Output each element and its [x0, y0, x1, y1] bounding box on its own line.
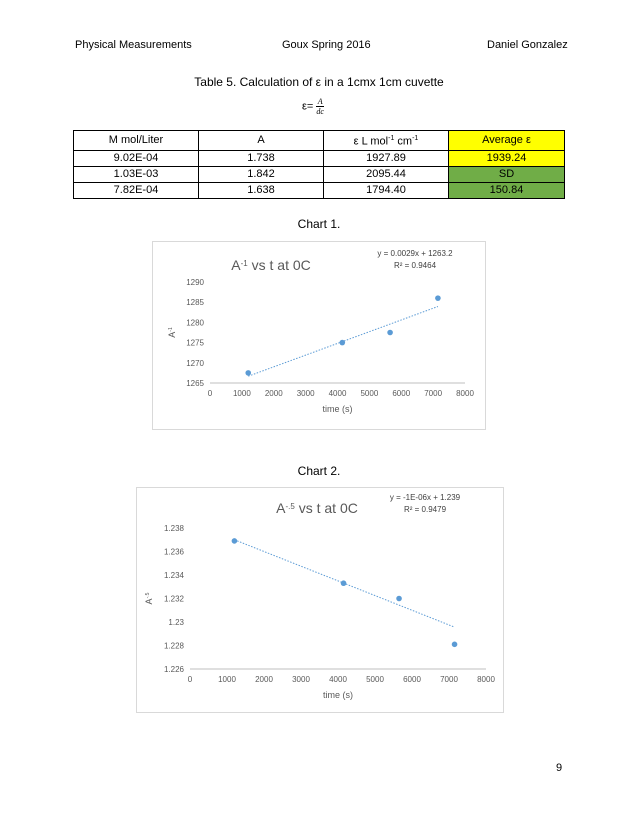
y-tick-label: 1.236 — [164, 548, 185, 557]
col-header-absorbance: A — [198, 130, 324, 151]
y-tick-label: 1.23 — [168, 618, 184, 627]
table-cell: 1.738 — [198, 149, 324, 167]
data-point — [451, 641, 458, 648]
y-axis-label: A-1 — [167, 327, 177, 338]
y-tick-label: 1275 — [186, 339, 204, 348]
x-tick-label: 4000 — [329, 675, 347, 684]
formula-denominator: dc — [316, 107, 324, 116]
chart2-plot: 1.226 1.228 1.23 1.232 1.234 1.236 1.238 0 1000 2… — [144, 493, 495, 700]
table-cell: 1.842 — [198, 165, 324, 183]
page-number: 9 — [556, 762, 563, 774]
col-header-average: Average ε — [448, 130, 565, 151]
y-tick-label: 1.228 — [164, 642, 185, 651]
table-header-row: M mol/Liter A ε L mol-1 cm-1 Average ε — [73, 130, 565, 151]
x-tick-label: 0 — [208, 389, 213, 398]
sd-label-cell: SD — [448, 165, 565, 183]
table-cell: 7.82E-04 — [73, 181, 199, 199]
trendline-equation: y = -1E-06x + 1.239 — [390, 493, 461, 502]
x-tick-label: 6000 — [403, 675, 421, 684]
trendline-r2: R² = 0.9464 — [394, 261, 437, 270]
y-tick-label: 1.238 — [164, 524, 185, 533]
data-point — [340, 580, 347, 587]
table-row: 1.03E-03 1.842 2095.44 SD — [73, 165, 565, 183]
data-point — [387, 329, 393, 336]
y-tick-label: 1285 — [186, 298, 204, 307]
header-left: Physical Measurements — [75, 39, 192, 51]
x-tick-label: 2000 — [255, 675, 273, 684]
data-point — [339, 339, 346, 346]
epsilon-formula: ε= A dc — [302, 97, 324, 116]
trendline — [248, 306, 439, 377]
formula-fraction: A dc — [316, 97, 324, 116]
chart-title: A-.5 vs t at 0C — [276, 500, 358, 516]
table-cell: 1927.89 — [323, 149, 449, 167]
x-tick-label: 0 — [188, 675, 193, 684]
x-tick-label: 8000 — [477, 675, 495, 684]
table-cell: 1794.40 — [323, 181, 449, 199]
y-tick-label: 1270 — [186, 359, 204, 368]
table-caption: Table 5. Calculation of ε in a 1cmx 1cm … — [194, 75, 444, 89]
trendline-r2: R² = 0.9479 — [404, 505, 447, 514]
data-point — [396, 595, 402, 602]
formula-numerator: A — [316, 97, 324, 107]
epsilon-table: M mol/Liter A ε L mol-1 cm-1 Average ε 9… — [73, 130, 565, 199]
col-header-molarity: M mol/Liter — [73, 130, 199, 151]
x-tick-label: 3000 — [297, 389, 315, 398]
x-axis-label: time (s) — [323, 690, 353, 700]
trendline-equation: y = 0.0029x + 1263.2 — [377, 249, 453, 258]
x-tick-label: 5000 — [360, 389, 378, 398]
average-value-cell: 1939.24 — [448, 149, 565, 167]
chart2-caption: Chart 2. — [297, 464, 341, 478]
x-axis-label: time (s) — [323, 404, 353, 414]
x-tick-label: 3000 — [292, 675, 310, 684]
x-tick-label: 4000 — [329, 389, 347, 398]
table-cell: 1.638 — [198, 181, 324, 199]
y-tick-label: 1.232 — [164, 595, 185, 604]
table-row: 7.82E-04 1.638 1794.40 150.84 — [73, 181, 565, 199]
y-tick-label: 1265 — [186, 379, 204, 388]
chart-title: A-1 vs t at 0C — [231, 257, 311, 273]
x-tick-label: 7000 — [424, 389, 442, 398]
x-tick-label: 6000 — [392, 389, 410, 398]
table-cell: 1.03E-03 — [73, 165, 199, 183]
x-tick-label: 8000 — [456, 389, 474, 398]
sd-value-cell: 150.84 — [448, 181, 565, 199]
chart1-frame: 1265 1270 1275 1280 1285 1290 0 1000 2000 3000 400… — [152, 241, 486, 430]
col-header-epsilon: ε L mol-1 cm-1 — [323, 130, 449, 151]
header-right: Daniel Gonzalez — [487, 39, 568, 51]
y-axis-label: A-.5 — [144, 592, 154, 604]
data-point — [245, 370, 252, 376]
header-center: Goux Spring 2016 — [282, 39, 371, 51]
y-tick-label: 1.226 — [164, 665, 185, 674]
y-tick-label: 1290 — [186, 278, 204, 287]
table-cell: 9.02E-04 — [73, 149, 199, 167]
table-row: 9.02E-04 1.738 1927.89 1939.24 — [73, 149, 565, 167]
chart1-plot: 1265 1270 1275 1280 1285 1290 0 1000 2000 3000 400… — [167, 249, 474, 414]
chart1-caption: Chart 1. — [297, 217, 341, 231]
table-cell: 2095.44 — [323, 165, 449, 183]
x-tick-label: 1000 — [218, 675, 236, 684]
data-point — [231, 538, 238, 544]
x-tick-label: 7000 — [440, 675, 458, 684]
x-tick-label: 2000 — [265, 389, 283, 398]
x-tick-label: 5000 — [366, 675, 384, 684]
x-tick-label: 1000 — [233, 389, 251, 398]
chart2-frame: 1.226 1.228 1.23 1.232 1.234 1.236 1.238 0 1000 2… — [136, 487, 504, 713]
data-point — [435, 295, 441, 301]
y-tick-label: 1.234 — [164, 571, 185, 580]
y-tick-label: 1280 — [186, 318, 204, 327]
formula-lhs: ε= — [302, 100, 314, 113]
